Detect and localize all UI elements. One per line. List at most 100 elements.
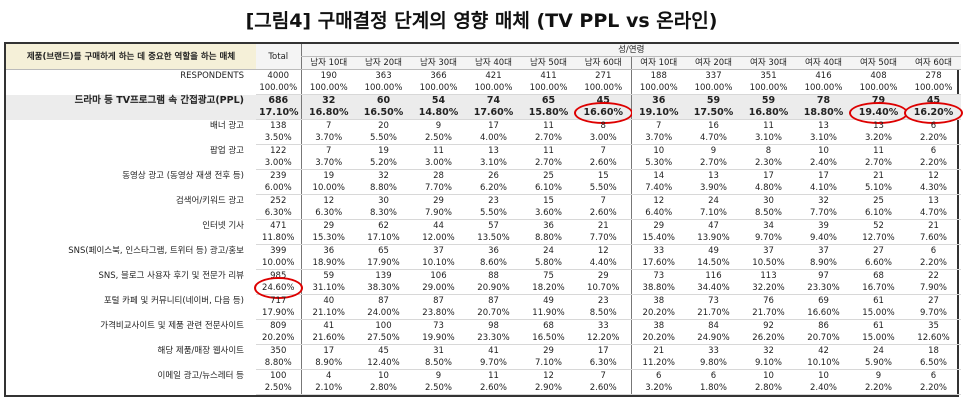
percent-cell: 10.10% (411, 257, 466, 270)
percent-cell: 2.90% (521, 382, 576, 395)
percent-cell: 6.20% (466, 182, 521, 195)
percent-cell: 8.80% (521, 232, 576, 245)
percent-cell: 3.70% (300, 132, 356, 145)
percent-cell: 31.10% (300, 282, 356, 295)
percent-cell: 2.50% (411, 382, 466, 395)
row-label: 팝업 광고 (210, 145, 244, 156)
percent-cell: 20.20% (256, 332, 301, 345)
percent-cell: 2.80% (356, 382, 411, 395)
percent-cell: 2.40% (796, 382, 851, 395)
percent-row: 3.50% 3.70% 5.50% 2.50% 4.00% 2.70% 3.00% 3.70%… (6, 132, 962, 145)
count-cell: 29 (543, 346, 554, 356)
count-cell: 9 (875, 371, 882, 381)
count-cell: 411 (540, 71, 557, 81)
count-cell: 366 (430, 71, 447, 81)
count-cell: 37 (818, 246, 829, 256)
percent-row: 6.30% 6.30% 8.30% 7.90% 5.50% 3.60% 2.60% 6.40%… (6, 207, 962, 220)
count-cell: 40 (300, 294, 356, 307)
count-cell: 7 (630, 119, 686, 132)
percent-cell: 7.10% (521, 357, 576, 370)
percent-cell: 8.50% (411, 357, 466, 370)
percent-cell: 8.80% (356, 182, 411, 195)
data-table: 제품(브랜드)를 구매하게 하는 데 중요한 역할을 하는 매체 Total 성/연… (6, 44, 963, 395)
percent-cell: 8.60% (466, 257, 521, 270)
percent-row: 17.90% 21.10% 24.00% 23.80% 20.70% 11.90% 8.50… (6, 307, 962, 320)
percent-row: 6.00% 10.00% 8.80% 7.70% 6.20% 6.10% 5.50% 7.40… (6, 182, 962, 195)
count-cell: 14 (630, 169, 686, 182)
percent-cell: 1.80% (686, 382, 741, 395)
count-cell: 6 (930, 246, 937, 256)
count-cell: 139 (375, 271, 392, 281)
column-header: 여자 50대 (851, 56, 906, 70)
percent-cell: 23.30% (796, 282, 851, 295)
count-cell: 24 (543, 246, 554, 256)
count-cell: 100 (270, 371, 287, 381)
percent-cell: 12.20% (576, 332, 631, 345)
percent-row: 2.50% 2.10% 2.80% 2.50% 2.60% 2.90% 2.60% 3.20%… (6, 382, 962, 395)
count-cell: 65 (521, 94, 576, 107)
count-cell: 73 (708, 296, 719, 306)
count-cell: 32 (378, 171, 389, 181)
percent-cell: 11.20% (630, 357, 686, 370)
count-cell: 11 (543, 121, 554, 131)
row-label: SNS(페이스북, 인스타그램, 트위터 등) 광고/홍보 (68, 245, 244, 256)
percent-cell: 16.60% (796, 307, 851, 320)
percent-cell: 13.50% (466, 232, 521, 245)
count-cell: 62 (378, 221, 389, 231)
percent-cell: 10.50% (741, 257, 796, 270)
count-cell: 188 (630, 69, 686, 82)
percent-cell: 10.00% (256, 257, 301, 270)
percent-cell: 6.60% (851, 257, 906, 270)
count-cell: 36 (488, 246, 499, 256)
percent-cell: 9.70% (466, 357, 521, 370)
count-cell: 65 (378, 246, 389, 256)
percent-cell: 19.40% (849, 102, 908, 124)
percent-cell: 24.00% (356, 307, 411, 320)
percent-cell: 9.40% (796, 232, 851, 245)
percent-cell: 15.80% (521, 107, 576, 120)
count-cell: 13 (708, 171, 719, 181)
percent-cell: 12.70% (851, 232, 906, 245)
percent-cell: 100.00% (686, 82, 741, 95)
count-cell: 42 (818, 346, 829, 356)
count-cell: 33 (630, 244, 686, 257)
count-row: RESPONDENTS 4000 190 363 366 421 411 271 188 337 3… (6, 69, 961, 82)
count-cell: 35 (928, 321, 939, 331)
count-cell: 10 (630, 144, 686, 157)
count-cell: 27 (928, 296, 939, 306)
count-cell: 100 (375, 321, 392, 331)
count-cell: 54 (411, 94, 466, 107)
count-cell: 75 (543, 271, 554, 281)
percent-cell: 4.10% (796, 182, 851, 195)
count-cell: 10 (818, 371, 829, 381)
percent-cell: 100.00% (300, 82, 356, 95)
column-header: 남자 60대 (576, 56, 631, 70)
count-cell: 84 (708, 321, 719, 331)
row-label: 배너 광고 (210, 120, 244, 131)
count-row: 드라마 등 TV프로그램 속 간접광고(PPL) 686 32 60 54 74 65 45 3… (6, 94, 962, 120)
count-cell: 19 (378, 146, 389, 156)
count-cell: 12 (597, 246, 609, 256)
percent-cell: 9.10% (741, 357, 796, 370)
count-cell: 37 (763, 246, 774, 256)
count-cell: 38 (630, 319, 686, 332)
percent-cell: 100.00% (356, 82, 411, 95)
count-cell: 6 (930, 146, 937, 156)
column-header: 여자 10대 (630, 56, 686, 70)
percent-cell: 100.00% (521, 82, 576, 95)
count-row: 동영상 광고 (동영상 재생 전후 등) 239 19 32 28 26 25 15 14 13 1… (6, 169, 961, 182)
percent-cell: 18.80% (796, 107, 851, 120)
count-cell: 39 (818, 221, 829, 231)
count-cell: 190 (300, 69, 356, 82)
percent-cell: 6.10% (521, 182, 576, 195)
percent-cell: 2.60% (576, 382, 631, 395)
percent-cell: 100.00% (411, 82, 466, 95)
percent-cell: 6.10% (851, 207, 906, 220)
percent-cell: 34.40% (686, 282, 741, 295)
percent-cell: 14.50% (686, 257, 741, 270)
percent-cell: 15.00% (851, 307, 906, 320)
count-cell: 29 (597, 271, 609, 281)
percent-cell: 3.00% (576, 132, 631, 145)
count-cell: 49 (708, 246, 719, 256)
count-cell: 25 (543, 171, 554, 181)
